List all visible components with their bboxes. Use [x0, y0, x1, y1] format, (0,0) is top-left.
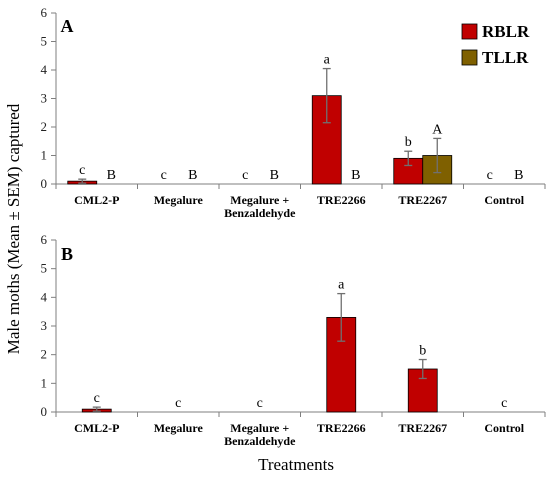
legend-swatch-rblr: [461, 23, 478, 40]
y-tick-label: 5: [41, 34, 48, 49]
y-tick-label: 6: [41, 232, 48, 247]
significance-letter: B: [351, 168, 360, 183]
category-label: Megalure +: [230, 193, 289, 207]
significance-letter: c: [161, 168, 167, 183]
significance-letter: B: [188, 168, 197, 183]
y-tick-label: 4: [41, 62, 48, 77]
significance-letter: B: [270, 168, 279, 183]
significance-letter: c: [175, 396, 181, 411]
significance-letter: b: [405, 135, 412, 150]
significance-letter: c: [79, 163, 85, 178]
category-label: CML2-P: [74, 421, 119, 435]
significance-letter: c: [242, 168, 248, 183]
category-label: TRE2267: [398, 193, 447, 207]
y-tick-label: 1: [41, 375, 48, 390]
significance-letter: a: [338, 278, 345, 293]
significance-letter: a: [324, 53, 331, 68]
y-tick-label: 3: [41, 91, 48, 106]
panel-a: 0 1 2 3 4 5 6 CML2-P Megalure Megalure +Benzaldeh…: [41, 5, 546, 220]
category-label: Control: [484, 193, 524, 207]
category-label: TRE2266: [317, 421, 366, 435]
category-label: Benzaldehyde: [224, 206, 296, 220]
significance-letter: c: [501, 396, 507, 411]
category-label: Control: [484, 421, 524, 435]
y-tick-label: 1: [41, 148, 48, 163]
category-label: TRE2266: [317, 193, 366, 207]
legend-label-tllr: TLLR: [482, 48, 529, 67]
y-tick-label: 0: [41, 404, 48, 419]
category-label: Megalure: [154, 421, 204, 435]
category-label: Benzaldehyde: [224, 434, 296, 448]
significance-letter: b: [419, 344, 426, 359]
y-axis-title: Male moths (Mean ± SEM) captured: [4, 103, 23, 354]
y-tick-label: 2: [41, 119, 48, 134]
panel-b: 0 1 2 3 4 5 6 CML2-P Megalure Megalure +Benzaldeh…: [41, 232, 546, 448]
y-tick-label: 0: [41, 176, 48, 191]
significance-letter: B: [107, 168, 116, 183]
x-axis-title: Treatments: [258, 455, 334, 474]
y-tick-label: 3: [41, 318, 48, 333]
significance-letter: c: [94, 391, 100, 406]
y-tick-label: 6: [41, 5, 48, 20]
legend-label-rblr: RBLR: [482, 22, 530, 41]
y-tick-label: 2: [41, 347, 48, 362]
significance-letter: A: [432, 122, 443, 137]
category-label: CML2-P: [74, 193, 119, 207]
legend-swatch-tllr: [461, 49, 478, 66]
category-label: Megalure +: [230, 421, 289, 435]
panel-letter: B: [61, 244, 73, 264]
significance-letter: c: [257, 396, 263, 411]
significance-letter: B: [514, 168, 523, 183]
category-label: TRE2267: [398, 421, 447, 435]
panel-letter: A: [61, 16, 74, 36]
significance-letter: c: [487, 168, 493, 183]
y-tick-label: 4: [41, 289, 48, 304]
category-label: Megalure: [154, 193, 204, 207]
y-tick-label: 5: [41, 261, 48, 276]
